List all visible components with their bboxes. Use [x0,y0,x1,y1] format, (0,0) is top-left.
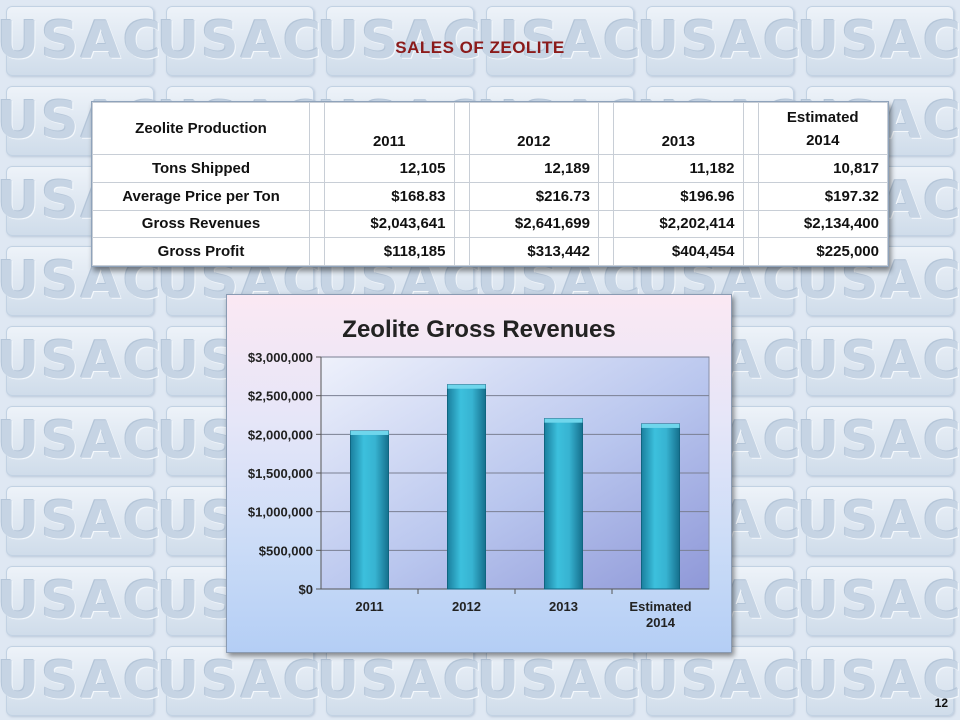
background-logo-tile: USAC [0,486,161,556]
background-logo-tile: USAC [797,486,960,556]
bar [350,430,389,590]
bar [641,423,680,590]
background-logo-tile: USAC [797,406,960,476]
table-cell: $168.83 [324,181,455,211]
table-row: Tons Shipped 12,105 12,189 11,182 10,817 [92,154,888,183]
background-logo-tile: USAC [0,326,161,396]
background-logo-tile: USAC [637,6,801,76]
table-cell: $196.96 [613,181,744,211]
table-cell: $225,000 [757,237,888,266]
slide-number: 12 [934,696,948,710]
table-cell: 12,189 [468,154,599,183]
table-cell: 12,105 [324,154,455,183]
background-logo-tile: USAC [317,646,481,716]
table-cell: $404,454 [613,237,744,266]
table-cell: $2,641,699 [468,209,599,239]
column-header-2013: 2013 [613,102,744,155]
background-logo-tile: USAC [477,646,641,716]
x-tick-label: Estimated [629,599,691,614]
row-label: Gross Revenues [92,209,310,239]
column-header-line2: 2013 [661,133,695,150]
table-cell: $216.73 [468,181,599,211]
x-tick-label: 2012 [452,599,481,614]
revenue-chart: Zeolite Gross Revenues $0 $500,000 $1,000,… [226,294,732,653]
background-logo-tile: USAC [0,566,161,636]
y-tick-label: $1,000,000 [248,505,313,520]
y-tick-label: $500,000 [259,543,313,558]
table-cell: $2,202,414 [613,209,744,239]
background-logo-tile: USAC [157,6,321,76]
bar-top [350,430,389,435]
table-header-row: Zeolite Production 2011 2012 2013 [92,102,888,155]
column-header-2014: Estimated 2014 [757,102,888,155]
table-cell: $118,185 [324,237,455,266]
background-logo-tile: USAC [637,646,801,716]
bar [544,418,583,590]
background-logo-tile: USAC [0,6,161,76]
background-logo-tile: USAC [157,646,321,716]
background-logo-tile: USAC [797,6,960,76]
row-label: Gross Profit [92,237,310,266]
bar [447,384,486,590]
column-header-line2: 2011 [372,133,406,150]
x-tick-label: 2014 [646,615,676,630]
table-row: Average Price per Ton $168.83 $216.73 $1… [92,181,888,211]
bar-top [544,418,583,423]
table-header-label: Zeolite Production [92,102,310,155]
column-header-2011: 2011 [324,102,455,155]
revenue-chart-svg: Zeolite Gross Revenues $0 $500,000 $1,000,… [248,316,710,630]
table-cell: 10,817 [757,154,888,183]
table-cell: $2,043,641 [324,209,455,239]
table-cell: 11,182 [613,154,744,183]
table-cell: $313,442 [468,237,599,266]
background-logo-tile: USAC [477,6,641,76]
y-tick-label: $2,000,000 [248,427,313,442]
slide-title: SALES OF ZEOLITE [395,38,565,57]
y-tick-label: $3,000,000 [248,350,313,365]
table-row: Gross Revenues $2,043,641 $2,641,699 $2,… [92,209,888,239]
table-cell: $2,134,400 [757,209,888,239]
table-row: Gross Profit $118,185 $313,442 $404,454 … [92,237,888,266]
production-table: Zeolite Production 2011 2012 2013 [91,101,889,267]
column-header-2012: 2012 [468,102,599,155]
y-tick-label: $2,500,000 [248,389,313,404]
x-tick-label: 2013 [549,599,578,614]
background-logo-tile: USAC [0,646,161,716]
bar-top [641,423,680,428]
background-logo-tile: USAC [797,326,960,396]
x-tick-label: 2011 [355,599,383,614]
background-logo-tile: USAC [0,406,161,476]
background-logo-tile: USAC [0,246,161,316]
background-logo-tile: USAC [317,6,481,76]
chart-title: Zeolite Gross Revenues [342,316,615,343]
row-label: Average Price per Ton [92,181,310,211]
table-cell: $197.32 [757,181,888,211]
y-tick-label: $1,500,000 [248,466,313,481]
column-header-line2: 2014 [806,131,840,149]
column-header-line2: 2012 [517,133,551,150]
background-logo-tile: USAC [797,646,960,716]
row-label: Tons Shipped [92,154,310,183]
column-header-line1: Estimated [786,108,859,126]
bar-top [447,384,486,389]
background-logo-tile: USAC [797,566,960,636]
y-tick-label: $0 [299,582,313,597]
